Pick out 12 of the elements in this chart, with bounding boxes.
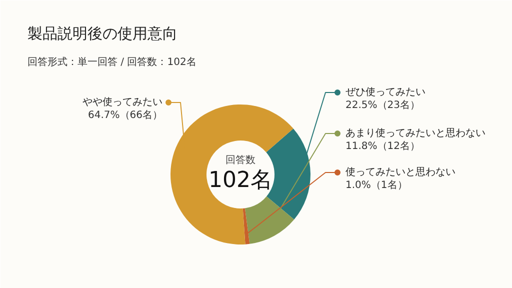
slice-label: やや使ってみたい	[82, 97, 162, 108]
data-label: 64.7%（66名）	[88, 109, 163, 121]
chart-subtitle: 回答形式：単一回答 / 回答数：102名	[28, 56, 196, 68]
legend-label: 使ってみたいと思わない	[346, 167, 456, 178]
data-label: 22.5%（23名）	[346, 99, 420, 111]
legend-label: ぜひ使ってみたい	[346, 87, 426, 98]
chart-title: 製品説明後の使用意向	[28, 24, 178, 42]
data-label: 1.0%（1名）	[346, 179, 408, 191]
text: 回答数	[226, 154, 256, 166]
legend-label: あまり使ってみたいと思わない	[346, 128, 486, 139]
data-label: 11.8%（12名）	[346, 140, 420, 152]
text: 102名	[208, 168, 273, 193]
